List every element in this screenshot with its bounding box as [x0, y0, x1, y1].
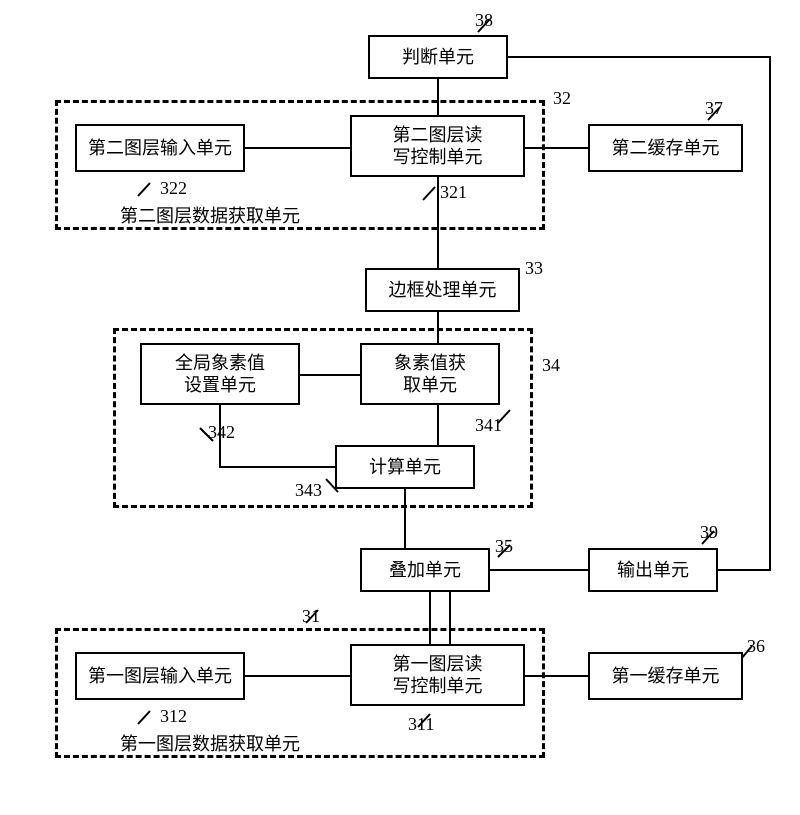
label-34: 34	[542, 355, 560, 376]
label-36: 36	[747, 636, 765, 657]
node-text: 第一图层读写控制单元	[393, 653, 483, 698]
node-text: 输出单元	[617, 559, 689, 582]
label-311: 311	[408, 714, 434, 735]
node-cache2-unit: 第二缓存单元	[588, 124, 743, 172]
node-compute-unit: 计算单元	[335, 445, 475, 489]
node-border-process-unit: 边框处理单元	[365, 268, 520, 312]
label-group31: 第一图层数据获取单元	[120, 730, 300, 756]
label-37: 37	[705, 98, 723, 119]
label-341: 341	[475, 415, 502, 436]
node-text: 第二缓存单元	[612, 137, 720, 160]
node-judgement-unit: 判断单元	[368, 35, 508, 79]
label-31: 31	[302, 606, 320, 627]
label-39: 39	[700, 522, 718, 543]
diagram-canvas: 判断单元 第二图层输入单元 第二图层读写控制单元 第二缓存单元 边框处理单元 全…	[0, 0, 800, 815]
label-312: 312	[160, 706, 187, 727]
node-text: 象素值获取单元	[394, 352, 466, 397]
node-overlay-unit: 叠加单元	[360, 548, 490, 592]
label-38: 38	[475, 10, 493, 31]
node-text: 计算单元	[369, 456, 441, 479]
label-35: 35	[495, 536, 513, 557]
node-layer1-rw-control: 第一图层读写控制单元	[350, 644, 525, 706]
node-text: 叠加单元	[389, 559, 461, 582]
label-342: 342	[208, 422, 235, 443]
node-text: 第一缓存单元	[612, 665, 720, 688]
node-layer1-input-unit: 第一图层输入单元	[75, 652, 245, 700]
node-layer2-rw-control: 第二图层读写控制单元	[350, 115, 525, 177]
node-text: 全局象素值设置单元	[175, 352, 265, 397]
node-text: 第二图层读写控制单元	[393, 124, 483, 169]
node-cache1-unit: 第一缓存单元	[588, 652, 743, 700]
node-pixel-get-unit: 象素值获取单元	[360, 343, 500, 405]
label-33: 33	[525, 258, 543, 279]
node-layer2-input-unit: 第二图层输入单元	[75, 124, 245, 172]
label-321: 321	[440, 182, 467, 203]
node-text: 判断单元	[402, 46, 474, 69]
node-text: 第一图层输入单元	[88, 665, 232, 688]
node-text: 第二图层输入单元	[88, 137, 232, 160]
label-group32: 第二图层数据获取单元	[120, 202, 300, 228]
node-output-unit: 输出单元	[588, 548, 718, 592]
label-343: 343	[295, 480, 322, 501]
label-322: 322	[160, 178, 187, 199]
node-text: 边框处理单元	[389, 279, 497, 302]
node-global-pixel-set-unit: 全局象素值设置单元	[140, 343, 300, 405]
label-32: 32	[553, 88, 571, 109]
